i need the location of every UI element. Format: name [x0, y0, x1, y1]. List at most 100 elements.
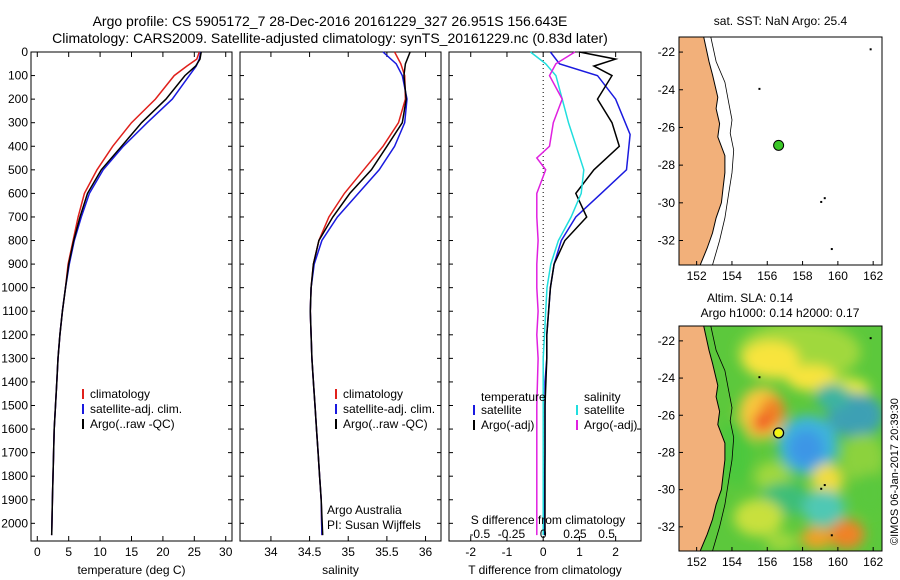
s-tick-label: -0.25 [498, 527, 526, 541]
salinity-xlabel: salinity [322, 563, 359, 577]
map-top-ytick-label: -24 [658, 83, 676, 97]
map-bottom-isobath [710, 326, 735, 551]
map-top-ytick-label: -30 [658, 196, 676, 210]
diff-legend-label: satellite [481, 403, 522, 417]
map-bottom-island [758, 376, 761, 379]
temperature-legend-label: Argo(..raw -QC) [90, 417, 175, 431]
map-bottom: -22 -24 -26 -28 -30 -32 152 154 156 158 160 162 Alti… [658, 291, 884, 569]
sla-blob [841, 433, 882, 483]
map-top-xtick-label: 158 [793, 269, 813, 283]
annotation: PI: Susan Wijffels [327, 518, 421, 532]
map-top: -22 -24 -26 -28 -30 -32 152 154 156 158 160 162 sat.… [658, 14, 884, 283]
annotation: Argo Australia [327, 503, 402, 517]
ytick-label: 400 [8, 139, 28, 153]
map-top-land [678, 36, 726, 266]
temperature-xtick-label: 30 [219, 545, 233, 559]
salinity-xtick-label: 34.5 [298, 545, 322, 559]
map-bottom-island [820, 487, 823, 490]
ytick-label: 200 [8, 92, 28, 106]
sla-blob [811, 463, 844, 498]
temperature-frame [30, 51, 233, 542]
temperature-xtick-label: 10 [93, 545, 107, 559]
map-top-island [823, 197, 826, 200]
s-tick-label: -0.5 [469, 527, 490, 541]
map-top-island [820, 200, 823, 203]
map-bottom-float-marker [774, 428, 783, 437]
ytick-label: 100 [8, 69, 28, 83]
map-bottom-ytick-label: -24 [658, 371, 676, 385]
legend-salinity-title: salinity [584, 390, 621, 404]
sla-blob [814, 383, 851, 410]
salinity-series-2 [309, 51, 411, 536]
s-tick-label: 0 [540, 527, 547, 541]
sla-blob [800, 526, 833, 550]
ytick-label: 1100 [2, 304, 28, 318]
salinity-frame [239, 51, 442, 542]
sla-blob [742, 340, 800, 379]
temperature-legend-label: climatology [90, 387, 150, 401]
map-top-xtick-label: 162 [863, 269, 883, 283]
temperature-xlabel: temperature (deg C) [77, 563, 185, 577]
diff-legend-label: Argo(-adj) [584, 418, 637, 432]
sla-blob [788, 430, 824, 468]
s-tick-label: 0.5 [598, 527, 615, 541]
map-top-ytick-label: -28 [658, 158, 676, 172]
ytick-label: 1000 [1, 281, 28, 295]
map-bottom-ytick-label: -30 [658, 483, 676, 497]
difference-xtick-label: 2 [612, 545, 619, 559]
map-bottom-xtick-label: 162 [863, 555, 883, 569]
title-line-1: Argo profile: CS 5905172_7 28-Dec-2016 2… [92, 13, 568, 29]
temperature-xtick-label: 5 [65, 545, 72, 559]
map-top-xtick-label: 154 [722, 269, 742, 283]
salinity-xtick-label: 36 [419, 545, 433, 559]
sla-blob [719, 418, 752, 486]
panel-temperature: 0 5 10 15 20 25 300100200300400500600700800900… [1, 45, 232, 577]
map-bottom-ytick-label: -26 [658, 408, 676, 422]
map-bottom-ytick-label: -28 [658, 445, 676, 459]
diff-legend-label: Argo(-adj) [481, 418, 534, 432]
ytick-label: 0 [21, 45, 28, 59]
sla-blob [786, 365, 837, 392]
temperature-xtick-label: 25 [188, 545, 202, 559]
ytick-label: 900 [8, 257, 28, 271]
salinity-xtick-label: 34 [264, 545, 278, 559]
salinity-xtick-label: 35 [342, 545, 356, 559]
s-axis-label: S difference from climatology [471, 513, 626, 527]
map-top-title: sat. SST: NaN Argo: 25.4 [714, 14, 848, 28]
sla-blob [851, 472, 882, 514]
ytick-label: 800 [8, 234, 28, 248]
map-bottom-xtick-label: 156 [757, 555, 777, 569]
map-top-xtick-label: 152 [687, 269, 707, 283]
ytick-label: 1200 [1, 328, 28, 342]
salinity-legend-label: Argo(..raw -QC) [343, 417, 428, 431]
ytick-label: 300 [8, 116, 28, 130]
difference-xtick-label: 1 [576, 545, 583, 559]
temperature-legend-label: satellite-adj. clim. [90, 402, 182, 416]
map-top-island [758, 87, 761, 90]
map-bottom-float-ring [773, 427, 785, 439]
map-bottom-xtick-label: 160 [828, 555, 848, 569]
salinity-xtick-label: 35.5 [375, 545, 399, 559]
map-top-xtick-label: 160 [828, 269, 848, 283]
sla-blob [802, 489, 845, 527]
difference-xlabel: T difference from climatology [468, 563, 622, 577]
ytick-label: 1600 [1, 422, 28, 436]
difference-xtick-label: -1 [502, 545, 513, 559]
sla-blob [765, 532, 798, 551]
temperature-series-2 [50, 51, 202, 536]
ytick-label: 1800 [1, 469, 28, 483]
ytick-label: 1400 [1, 375, 28, 389]
sla-blob [733, 498, 784, 537]
map-top-island [830, 248, 833, 251]
map-bottom-field [679, 326, 882, 551]
map-bottom-ytick-label: -32 [658, 520, 676, 534]
imos-timestamp: ©IMOS 06-Jan-2017 20:39:30 [889, 398, 900, 545]
salinity-legend-label: satellite-adj. clim. [343, 402, 435, 416]
salinity-legend-label: climatology [343, 387, 403, 401]
map-top-ytick-label: -32 [658, 234, 676, 248]
map-top-ytick-label: -26 [658, 120, 676, 134]
difference-xtick-label: -2 [465, 545, 476, 559]
ytick-label: 700 [8, 210, 28, 224]
temperature-xtick-label: 15 [125, 545, 139, 559]
